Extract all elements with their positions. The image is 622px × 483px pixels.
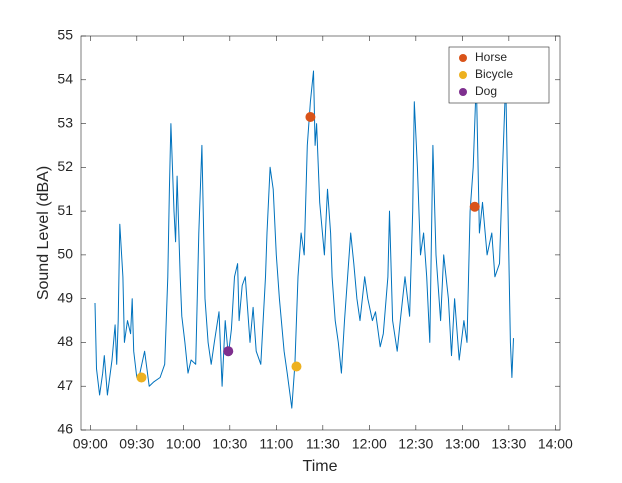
event-marker xyxy=(291,361,302,372)
x-tick-label: 09:30 xyxy=(119,436,154,452)
legend: Horse Bicycle Dog xyxy=(448,46,550,104)
x-tick-label: 13:00 xyxy=(445,436,480,452)
event-marker xyxy=(305,111,316,122)
y-tick-label: 48 xyxy=(57,333,73,349)
y-tick-label: 46 xyxy=(57,421,73,437)
legend-marker xyxy=(459,71,467,79)
y-tick-label: 53 xyxy=(57,114,73,130)
y-tick-label: 50 xyxy=(57,246,73,262)
y-tick-label: 49 xyxy=(57,289,73,305)
x-tick-label: 10:00 xyxy=(166,436,201,452)
y-tick-label: 54 xyxy=(57,70,73,86)
x-tick-label: 11:30 xyxy=(306,436,340,452)
x-tick-label: 12:00 xyxy=(352,436,387,452)
event-marker xyxy=(136,372,147,383)
event-marker xyxy=(223,346,234,357)
x-tick-label: 13:30 xyxy=(491,436,526,452)
legend-label: Horse xyxy=(475,50,507,64)
event-marker xyxy=(469,201,480,212)
sound-level-line xyxy=(94,70,514,409)
legend-label: Dog xyxy=(475,84,497,98)
y-tick-label: 55 xyxy=(57,27,73,43)
y-tick-label: 47 xyxy=(57,377,73,393)
legend-marker xyxy=(459,54,467,62)
x-tick-label: 10:30 xyxy=(212,436,247,452)
y-tick-label: 52 xyxy=(57,158,73,174)
x-tick-label: 14:00 xyxy=(538,436,573,452)
x-tick-label: 11:00 xyxy=(259,436,293,452)
x-axis-label: Time xyxy=(303,458,338,475)
x-tick-label: 12:30 xyxy=(398,436,433,452)
y-tick-label: 51 xyxy=(57,202,73,218)
x-tick-label: 09:00 xyxy=(73,436,108,452)
y-axis-label: Sound Level (dBA) xyxy=(35,166,52,300)
legend-marker xyxy=(459,88,467,96)
legend-label: Bicycle xyxy=(475,67,513,81)
